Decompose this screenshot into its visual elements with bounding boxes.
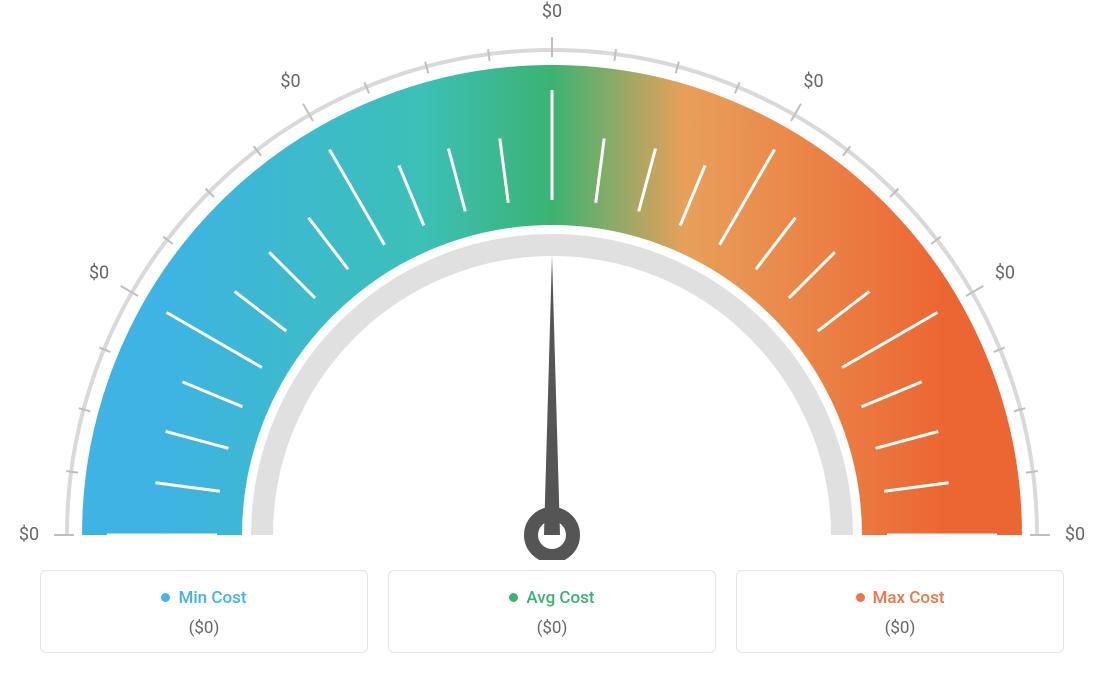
legend-row: Min Cost ($0) Avg Cost ($0) Max Cost ($0) [0,570,1104,653]
gauge-tick-label: $0 [1065,524,1085,545]
legend-card-avg: Avg Cost ($0) [388,570,716,653]
legend-card-max: Max Cost ($0) [736,570,1064,653]
legend-label: Max Cost [856,588,945,608]
legend-label-text: Max Cost [873,588,945,608]
legend-dot-icon [509,593,518,602]
gauge-needle [544,255,560,535]
gauge-svg: $0 $0 $0 $0 $0 $0 $0 [0,0,1104,560]
legend-dot-icon [856,593,865,602]
legend-value: ($0) [41,618,367,638]
legend-value: ($0) [389,618,715,638]
gauge-tick-label: $0 [19,524,39,545]
legend-label: Avg Cost [509,588,594,608]
gauge-chart: $0 $0 $0 $0 $0 $0 $0 [0,0,1104,560]
gauge-tick-label: $0 [89,262,109,283]
gauge-tick-label: $0 [995,262,1015,283]
gauge-tick-label: $0 [280,71,300,92]
gauge-tick-label: $0 [803,71,823,92]
legend-label-text: Avg Cost [526,588,594,608]
legend-card-min: Min Cost ($0) [40,570,368,653]
gauge-tick-label: $0 [542,1,562,22]
legend-label-text: Min Cost [178,588,246,608]
legend-value: ($0) [737,618,1063,638]
legend-dot-icon [161,593,170,602]
legend-label: Min Cost [161,588,246,608]
